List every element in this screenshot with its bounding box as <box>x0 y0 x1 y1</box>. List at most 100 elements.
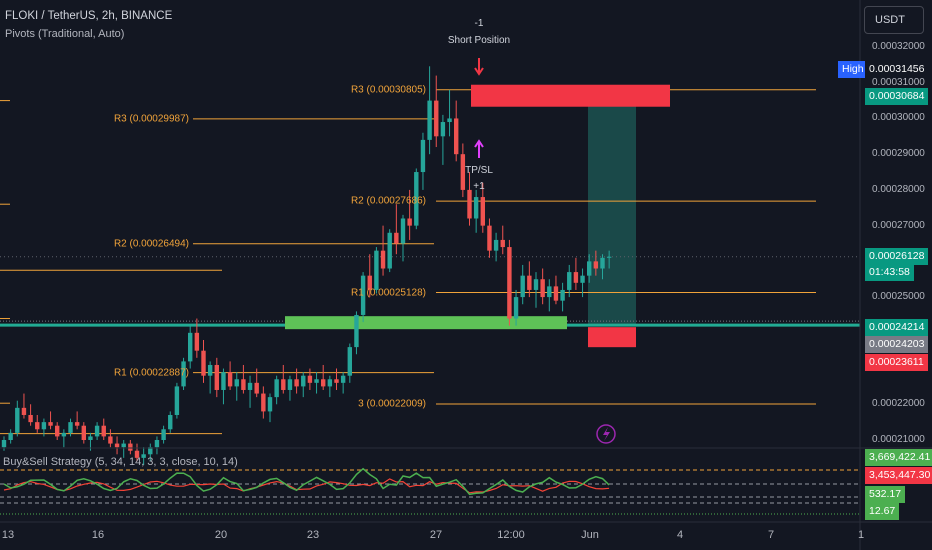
annotation-tpsl-count: +1 <box>473 181 485 192</box>
candle-body <box>68 422 73 433</box>
candle-body <box>148 447 153 455</box>
candle-body <box>307 375 313 383</box>
candle-body <box>15 407 20 433</box>
candle-body <box>440 122 446 137</box>
y-tick-label: 0.00029000 <box>872 148 925 160</box>
x-tick-label: 27 <box>429 529 443 541</box>
candle-body <box>194 332 200 351</box>
short-arrow-icon <box>474 58 484 76</box>
candle-body <box>287 379 293 390</box>
entry-zone-box <box>285 316 567 330</box>
candle-body <box>487 225 492 251</box>
candle-body <box>227 372 233 387</box>
candle-body <box>188 332 193 362</box>
lightning-bolt <box>603 427 610 441</box>
oscillator-green-line <box>3 467 610 496</box>
price-tag: 0.00030684 <box>865 88 929 105</box>
candle-body <box>447 118 452 123</box>
candle-body <box>560 289 565 301</box>
candle-body <box>121 443 126 448</box>
candle-body <box>427 100 432 140</box>
candle-body <box>454 118 459 155</box>
candle-body <box>380 250 386 269</box>
candle-body <box>61 432 67 437</box>
pivot-label: R1 (0.00025128) <box>350 287 426 299</box>
candle-body <box>327 379 333 387</box>
oscillator-tag: 532.17 <box>865 486 906 503</box>
annotation-tpsl: TP/SL <box>465 165 493 176</box>
x-tick-label: 20 <box>214 529 228 541</box>
candle-body <box>241 379 246 390</box>
candle-body <box>254 382 259 394</box>
lightning-icon <box>596 424 616 444</box>
pivot-label: R3 (0.00029987) <box>113 113 189 125</box>
candle-body <box>533 279 539 290</box>
oscillator-tag: 3,453,447.30 <box>865 467 932 484</box>
candle-body <box>141 454 146 458</box>
y-tick-label: 0.00021000 <box>872 434 925 445</box>
pivot-label: 3 (0.00022009) <box>358 398 426 410</box>
x-tick-label: 7 <box>767 529 775 541</box>
candle-body <box>21 407 27 415</box>
candle-body <box>41 422 47 430</box>
candle-body <box>154 440 160 448</box>
price-tag: 0.00024214 <box>865 319 929 336</box>
candle-body <box>600 257 605 269</box>
candle-body <box>580 275 585 283</box>
pivot-label: R1 (0.00022887) <box>113 367 189 379</box>
candle-body <box>247 382 253 390</box>
candle-body <box>593 261 599 269</box>
oscillator-title: Buy&Sell Strategy (5, 34, 14, 3, 3, clos… <box>3 456 238 468</box>
candle-body <box>294 379 299 387</box>
candle-body <box>35 422 40 430</box>
candle-body <box>101 425 106 437</box>
pivot-label: R3 (0.00030805) <box>350 84 426 96</box>
stop-loss-box <box>471 84 670 107</box>
candle-body <box>394 232 399 244</box>
y-tick-label: 0.00022000 <box>872 398 925 410</box>
candle-body <box>334 379 339 383</box>
annotation-short-label: Short Position <box>447 35 511 46</box>
symbol-title: FLOKI / TetherUS, 2h, BINANCE <box>5 10 173 22</box>
pivot-label: R2 (0.00026494) <box>113 238 189 250</box>
pivot-label: R2 (0.00027686) <box>350 195 426 207</box>
candle-body <box>48 422 53 426</box>
candle-body <box>467 189 472 219</box>
candle-body <box>527 275 532 290</box>
candle-body <box>161 429 166 440</box>
candle-body <box>347 347 352 376</box>
candle-body <box>261 393 266 412</box>
price-tag: 0.00023611 <box>865 354 928 371</box>
candle-body <box>420 139 426 173</box>
candle-body <box>168 414 173 430</box>
candle-body <box>567 272 572 290</box>
candle-body <box>207 364 213 376</box>
candle-body <box>94 425 100 437</box>
candle-body <box>500 239 505 248</box>
candle-body <box>520 275 525 298</box>
y-tick-label: 0.00032000 <box>872 41 925 52</box>
candle-body <box>573 272 579 283</box>
x-tick-label: 12:00 <box>497 529 525 541</box>
y-tick-label: 0.00030000 <box>872 112 925 124</box>
candle-body <box>281 379 286 390</box>
candle-body <box>128 443 133 451</box>
annotation-short-count: -1 <box>474 18 484 29</box>
currency-button[interactable]: USDT <box>864 6 924 34</box>
candle-body <box>480 197 485 226</box>
candle-body <box>400 218 406 244</box>
candle-body <box>360 275 366 315</box>
candle-body <box>387 232 392 269</box>
x-tick-label: 1 <box>857 529 865 541</box>
candle-body <box>301 375 306 387</box>
price-tag: 0.00024203 <box>865 336 929 353</box>
candle-body <box>374 250 379 290</box>
candle-body <box>493 239 499 251</box>
candle-body <box>108 436 113 444</box>
price-tag-countdown: 01:43:58 <box>865 264 914 281</box>
candle-body <box>174 386 180 415</box>
candle-body <box>507 247 512 319</box>
candle-body <box>414 172 419 226</box>
candle-body <box>234 379 239 387</box>
